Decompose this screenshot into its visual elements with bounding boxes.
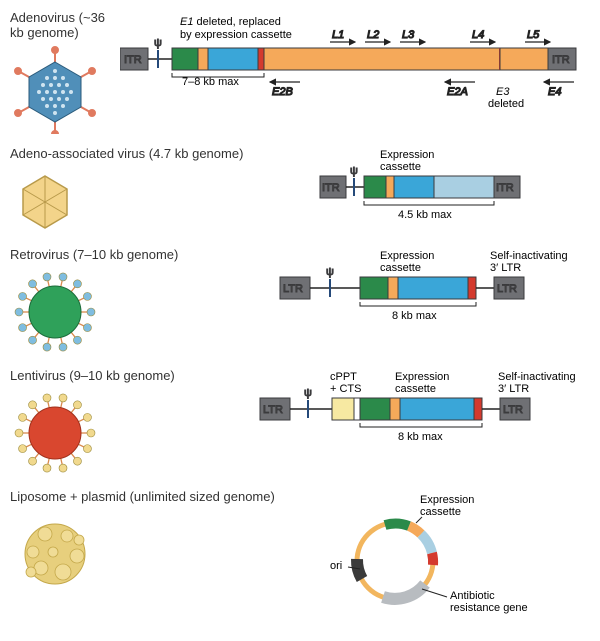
lipo-virion-col: Liposome + plasmid (unlimited sized geno…	[10, 489, 120, 598]
adenovirus-icon	[10, 44, 100, 134]
svg-text:L5: L5	[527, 29, 540, 41]
svg-text:cPPT: cPPT	[330, 371, 357, 383]
svg-text:4.5 kb max: 4.5 kb max	[398, 209, 452, 221]
svg-text:8 kb max: 8 kb max	[398, 431, 443, 443]
svg-text:Self-inactivating: Self-inactivating	[498, 371, 576, 383]
retro-genome-col: Expression cassette Self-inactivating 3′…	[120, 247, 590, 332]
svg-text:E2A: E2A	[447, 86, 468, 98]
svg-text:Self-inactivating: Self-inactivating	[490, 250, 568, 262]
svg-text:L2: L2	[367, 29, 379, 41]
svg-text:Antibiotic: Antibiotic	[450, 590, 495, 602]
svg-text:Expression: Expression	[420, 494, 474, 506]
adenovirus-title: Adenovirus (~36 kb genome)	[10, 10, 120, 40]
adenovirus-virion-col: Adenovirus (~36 kb genome)	[10, 10, 120, 134]
svg-text:L1: L1	[332, 29, 344, 41]
adenovirus-genome-col: E1 deleted, replaced by expression casse…	[120, 10, 590, 120]
svg-text:L4: L4	[472, 29, 484, 41]
svg-text:3′ LTR: 3′ LTR	[498, 383, 529, 395]
adeno-capacity: 7–8 kb max	[182, 76, 239, 88]
aav-virion-col: Adeno-associated virus (4.7 kb genome)	[10, 146, 120, 235]
svg-text:deleted: deleted	[488, 98, 524, 110]
aav-genome: Expression cassette ITR ψ ITR 4.5 kb max	[120, 146, 580, 226]
svg-text:ITR: ITR	[552, 54, 570, 66]
aav-row: Adeno-associated virus (4.7 kb genome) E…	[10, 146, 590, 235]
lenti-row: Lentivirus (9–10 kb genome) cPPT + CTS E…	[10, 368, 590, 477]
svg-text:+ CTS: + CTS	[330, 383, 361, 395]
svg-text:resistance gene: resistance gene	[450, 602, 528, 614]
lipo-row: Liposome + plasmid (unlimited sized geno…	[10, 489, 590, 619]
svg-text:LTR: LTR	[497, 283, 517, 295]
svg-text:E4: E4	[548, 86, 561, 98]
lenti-genome-col: cPPT + CTS Expression cassette Self-inac…	[120, 368, 590, 453]
e1-label-line1: E1 deleted, replaced	[180, 16, 281, 28]
svg-text:ψ: ψ	[304, 387, 312, 399]
svg-text:3′ LTR: 3′ LTR	[490, 262, 521, 274]
svg-text:cassette: cassette	[380, 161, 421, 173]
lenti-virion-col: Lentivirus (9–10 kb genome)	[10, 368, 120, 477]
svg-text:E3: E3	[496, 86, 510, 98]
svg-text:8 kb max: 8 kb max	[392, 310, 437, 322]
svg-text:E2B: E2B	[272, 86, 293, 98]
plasmid-diagram: Expression cassette ori Antibiotic resis…	[120, 489, 580, 619]
e1-label-line2: by expression cassette	[180, 29, 292, 41]
svg-text:Expression: Expression	[380, 149, 434, 161]
svg-text:ori: ori	[330, 560, 342, 572]
aav-icon	[10, 165, 80, 235]
svg-text:ψ: ψ	[326, 266, 334, 278]
svg-text:cassette: cassette	[380, 262, 421, 274]
svg-text:L3: L3	[402, 29, 415, 41]
adenovirus-genome: E1 deleted, replaced by expression casse…	[120, 10, 580, 120]
svg-text:LTR: LTR	[263, 404, 283, 416]
svg-text:ψ: ψ	[154, 37, 162, 49]
retro-genome: Expression cassette Self-inactivating 3′…	[120, 247, 580, 332]
svg-text:LTR: LTR	[503, 404, 523, 416]
retro-virion-col: Retrovirus (7–10 kb genome) (function(){…	[10, 247, 120, 356]
svg-text:cassette: cassette	[420, 506, 461, 518]
svg-text:LTR: LTR	[283, 283, 303, 295]
svg-text:ITR: ITR	[322, 182, 340, 194]
plasmid-col: Expression cassette ori Antibiotic resis…	[120, 489, 590, 619]
lenti-genome: cPPT + CTS Expression cassette Self-inac…	[120, 368, 580, 453]
svg-text:Expression: Expression	[380, 250, 434, 262]
aav-genome-col: Expression cassette ITR ψ ITR 4.5 kb max	[120, 146, 590, 226]
svg-text:ITR: ITR	[124, 54, 142, 66]
svg-text:ψ: ψ	[350, 165, 358, 177]
lentivirus-icon	[10, 387, 100, 477]
svg-text:ITR: ITR	[496, 182, 514, 194]
retrovirus-icon: (function(){ var g=document.currentScrip…	[10, 266, 100, 356]
svg-text:cassette: cassette	[395, 383, 436, 395]
adenovirus-row: Adenovirus (~36 kb genome)	[10, 10, 590, 134]
svg-text:Expression: Expression	[395, 371, 449, 383]
liposome-icon	[10, 508, 100, 598]
retro-row: Retrovirus (7–10 kb genome) (function(){…	[10, 247, 590, 356]
